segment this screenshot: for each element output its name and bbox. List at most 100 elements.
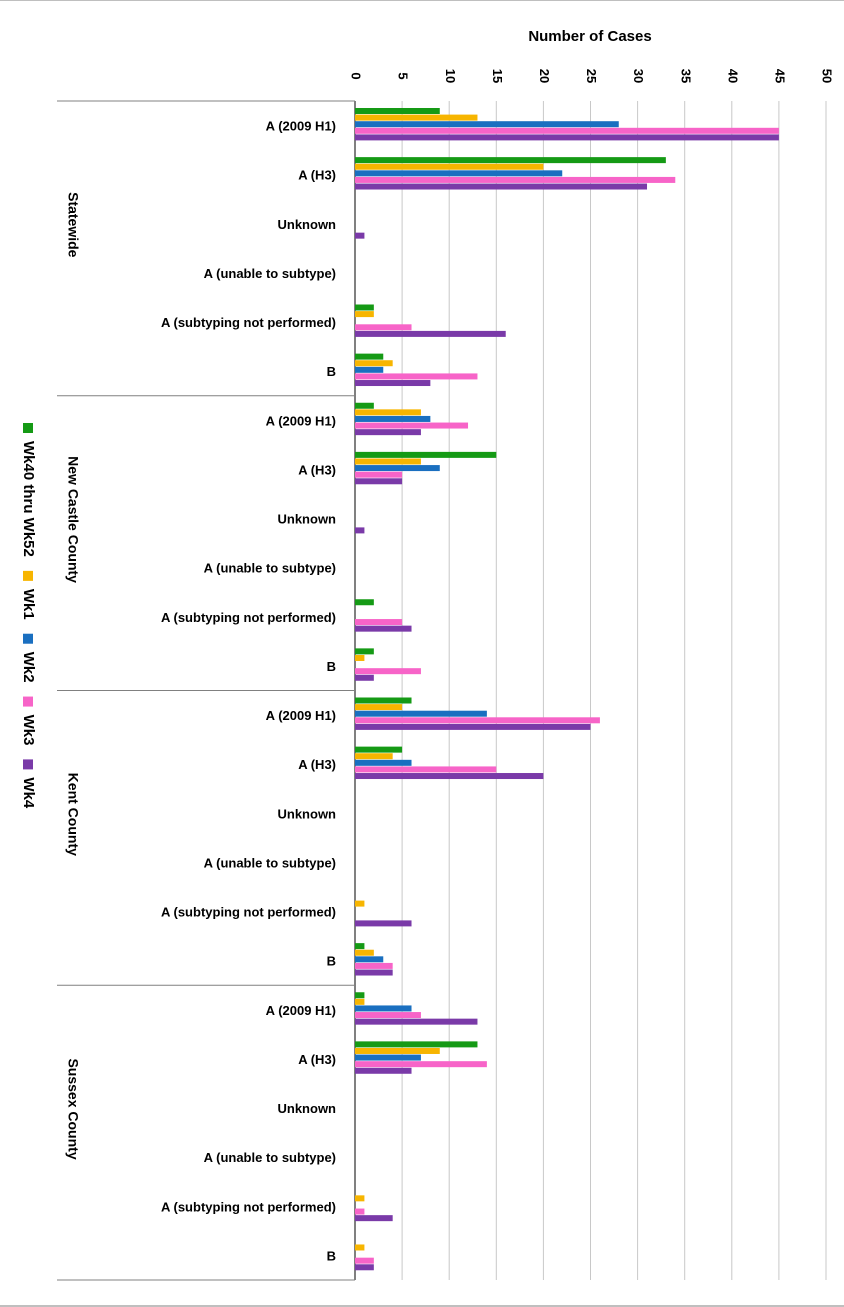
category-label-unknown: Unknown <box>278 1101 337 1116</box>
legend-swatch-wk3 <box>23 696 33 707</box>
bar-wk1 <box>355 654 365 661</box>
bar-wk40-thru-wk52 <box>355 1041 478 1048</box>
bar-wk3 <box>355 1208 365 1215</box>
category-label-a-h3: A (H3) <box>298 462 336 477</box>
bar-wk4 <box>355 478 403 485</box>
x-tick-label: 45 <box>772 69 787 83</box>
legend-swatch-wk4 <box>23 759 33 770</box>
bar-wk1 <box>355 900 365 907</box>
category-label-b: B <box>327 659 336 674</box>
category-labels: A (2009 H1) A (H3) Unknown A (unable to sub… <box>161 119 336 1264</box>
bar-wk3 <box>355 127 779 134</box>
bar-wk3 <box>355 1257 374 1264</box>
bars <box>355 108 779 1271</box>
bar-wk1 <box>355 311 374 318</box>
bar-wk40-thru-wk52 <box>355 402 374 409</box>
category-label-unknown: Unknown <box>278 806 337 821</box>
bar-wk4 <box>355 969 393 976</box>
x-tick-label: 0 <box>349 72 364 79</box>
bar-wk4 <box>355 1067 412 1074</box>
bar-wk3 <box>355 962 393 969</box>
legend: Wk40 thru Wk52 Wk1 Wk2 Wk3 Wk4 <box>20 423 37 809</box>
bar-wk4 <box>355 920 412 927</box>
category-label-a-subtyping-not-performed: A (subtyping not performed) <box>161 315 336 330</box>
bar-wk1 <box>355 163 544 170</box>
bar-wk2 <box>355 1054 421 1061</box>
x-tick-label: 25 <box>584 69 599 83</box>
category-label-a-unable-to-subtype: A (unable to subtype) <box>204 855 336 870</box>
category-label-a-h3: A (H3) <box>298 1052 336 1067</box>
legend-label-wk1: Wk1 <box>20 589 37 620</box>
category-label-b: B <box>327 954 336 969</box>
bar-wk40-thru-wk52 <box>355 108 440 114</box>
x-tick-label: 50 <box>820 69 835 83</box>
x-axis-title: Number of Cases <box>528 28 651 45</box>
bar-wk4 <box>355 674 374 681</box>
bar-wk2 <box>355 465 440 472</box>
category-label-unknown: Unknown <box>278 512 337 527</box>
x-tick-label: 10 <box>443 69 458 83</box>
bar-wk4 <box>355 723 591 730</box>
bar-wk4 <box>355 134 779 141</box>
bar-wk4 <box>355 1264 374 1271</box>
bar-wk4 <box>355 232 365 239</box>
bar-wk3 <box>355 422 469 429</box>
bar-wk4 <box>355 429 421 436</box>
category-label-a-subtyping-not-performed: A (subtyping not performed) <box>161 610 336 625</box>
legend-swatch-wk1 <box>23 570 33 581</box>
bar-wk3 <box>355 324 412 331</box>
bar-wk4 <box>355 527 365 534</box>
legend-label-wk2: Wk2 <box>20 652 37 683</box>
group-label-kent-county: Kent County <box>65 773 81 856</box>
group-label-statewide: Statewide <box>65 192 81 258</box>
bar-wk3 <box>355 766 497 773</box>
category-label-a-unable-to-subtype: A (unable to subtype) <box>204 266 336 281</box>
bar-wk3 <box>355 176 676 183</box>
bar-wk4 <box>355 380 431 387</box>
bar-wk40-thru-wk52 <box>355 992 365 999</box>
bar-wk4 <box>355 1215 393 1222</box>
bar-wk40-thru-wk52 <box>355 648 374 655</box>
bar-wk3 <box>355 471 403 478</box>
bar-wk40-thru-wk52 <box>355 599 374 606</box>
bar-wk3 <box>355 668 421 675</box>
category-label-a-unable-to-subtype: A (unable to subtype) <box>204 561 336 576</box>
bar-wk1 <box>355 704 403 711</box>
bar-wk1 <box>355 1047 440 1054</box>
category-label-b: B <box>327 1248 336 1263</box>
category-label-a-unable-to-subtype: A (unable to subtype) <box>204 1150 336 1165</box>
category-label-a-h3: A (H3) <box>298 168 336 183</box>
category-label-a-2009-h1: A (2009 H1) <box>266 413 336 428</box>
bar-wk1 <box>355 409 421 416</box>
x-tick-labels: 0 5 10 15 20 25 30 35 40 45 50 <box>349 69 835 83</box>
group-labels: Statewide New Castle County Kent County Sus… <box>57 100 355 1281</box>
bar-wk2 <box>355 759 412 766</box>
bar-wk4 <box>355 1018 478 1025</box>
legend-label-wk4: Wk4 <box>20 777 37 809</box>
bar-wk1 <box>355 1244 365 1251</box>
gridlines <box>354 101 827 1280</box>
bar-wk3 <box>355 1012 421 1019</box>
x-tick-label: 15 <box>490 69 505 83</box>
x-tick-label: 40 <box>725 69 740 83</box>
group-label-new-castle-county: New Castle County <box>65 456 81 583</box>
category-label-a-2009-h1: A (2009 H1) <box>266 1003 336 1018</box>
bar-wk1 <box>355 753 393 760</box>
legend-swatch-wk2 <box>23 633 33 644</box>
bar-wk2 <box>355 170 563 177</box>
bar-wk40-thru-wk52 <box>355 157 666 164</box>
bar-wk3 <box>355 717 600 724</box>
bar-wk3 <box>355 619 403 626</box>
bar-wk1 <box>355 1195 365 1202</box>
bar-wk1 <box>355 114 478 121</box>
x-tick-label: 20 <box>537 69 552 83</box>
bar-wk40-thru-wk52 <box>355 304 374 311</box>
bar-wk1 <box>355 949 374 956</box>
category-label-b: B <box>327 364 336 379</box>
bar-wk2 <box>355 710 487 717</box>
bar-wk4 <box>355 625 412 632</box>
legend-label-wk40-thru-wk52: Wk40 thru Wk52 <box>20 441 37 557</box>
x-tick-label: 30 <box>631 69 646 83</box>
category-label-a-h3: A (H3) <box>298 757 336 772</box>
